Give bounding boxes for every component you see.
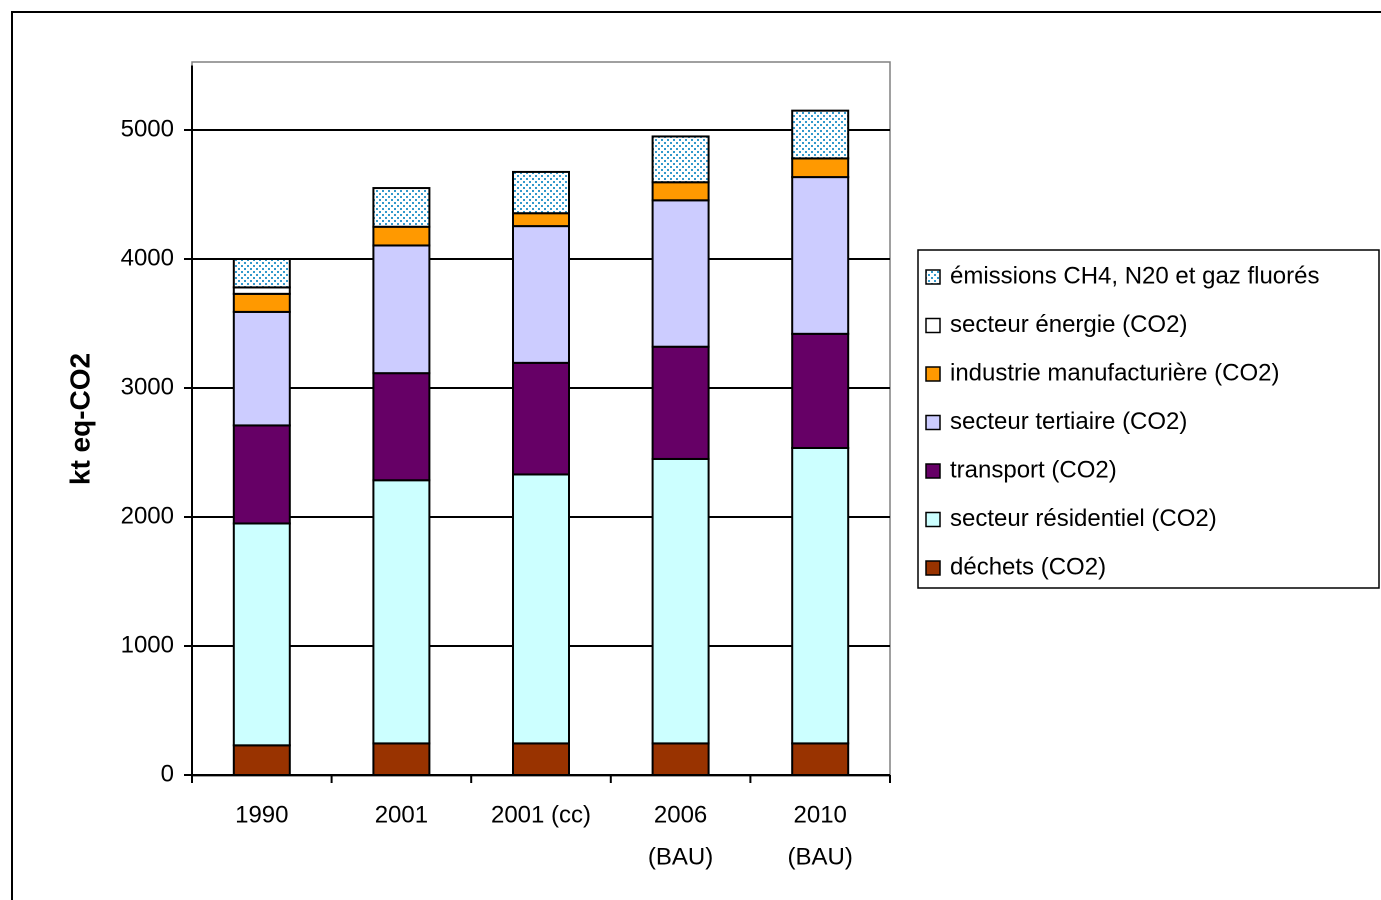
bar-segment-secteur-residentiel-co2: [791, 446, 850, 745]
legend-label: secteur tertiaire (CO2): [950, 408, 1187, 435]
bar-segment-industrie-manufacturiere-co2: [791, 157, 850, 179]
bar-segment-dechets-co2: [512, 742, 570, 777]
y-tick-label: 2000: [121, 502, 174, 529]
x-tick-label: (BAU): [788, 843, 853, 870]
bar-segment-emissions-ch4-n20-et-gaz-fluores: [512, 170, 570, 215]
bar-segment-secteur-residentiel-co2: [372, 479, 431, 745]
legend-swatch: [925, 269, 941, 285]
bars: [232, 109, 850, 777]
bar-segment-emissions-ch4-n20-et-gaz-fluores: [651, 135, 710, 184]
legend-item-secteur-energie-co2: secteur énergie (CO2): [925, 311, 1187, 338]
legend-box: [917, 249, 1380, 589]
y-tick-label: 5000: [121, 115, 174, 142]
bar-segment-transport-co2: [651, 345, 710, 460]
x-tick-label: 2006: [654, 801, 707, 828]
bar-segment-secteur-residentiel-co2: [651, 457, 710, 745]
bar-segment-industrie-manufacturiere-co2: [232, 292, 291, 313]
legend-swatch: [925, 560, 941, 576]
y-axis: 0 1000 2000 3000 4000 5000: [121, 65, 193, 787]
x-tick-label: 2001: [375, 801, 428, 828]
bar-segment-transport-co2: [372, 372, 431, 482]
legend-swatch: [925, 317, 941, 334]
y-tick-label: 3000: [121, 373, 174, 400]
bar-segment-secteur-tertiaire-co2: [791, 176, 850, 335]
bar-segment-secteur-tertiaire-co2: [512, 225, 570, 364]
legend-swatch: [925, 414, 941, 431]
bar-segment-secteur-residentiel-co2: [512, 473, 570, 745]
x-tick-label: (BAU): [648, 843, 713, 870]
legend-label: déchets (CO2): [950, 553, 1106, 580]
x-tick-label: 1990: [235, 801, 288, 828]
x-axis: 1990 2001 2001 (cc) 2006 (BAU) 2010 (BAU): [191, 774, 891, 870]
bar-segment-industrie-manufacturiere-co2: [651, 181, 710, 202]
y-tick-label: 1000: [121, 631, 174, 658]
bar-segment-dechets-co2: [372, 742, 431, 777]
y-tick-label: 4000: [121, 244, 174, 271]
x-tick-label: 2010: [794, 801, 847, 828]
legend-swatch: [925, 366, 941, 382]
legend-swatch: [925, 511, 941, 528]
bar-segment-dechets-co2: [651, 742, 710, 777]
legend-item-transport-co2: transport (CO2): [925, 456, 1117, 483]
legend-item-secteur-tertiaire-co2: secteur tertiaire (CO2): [925, 408, 1187, 435]
bar-segment-emissions-ch4-n20-et-gaz-fluores: [791, 109, 850, 160]
legend-label: transport (CO2): [950, 456, 1117, 483]
legend-item-industrie-manufacturiere-co2: industrie manufacturière (CO2): [925, 359, 1279, 386]
bar-segment-transport-co2: [791, 332, 850, 449]
legend-label: secteur énergie (CO2): [950, 311, 1187, 338]
legend-item-dechets-co2: déchets (CO2): [925, 553, 1106, 580]
bar-segment-dechets-co2: [791, 742, 850, 777]
legend-item-secteur-residentiel-co2: secteur résidentiel (CO2): [925, 505, 1217, 532]
y-tick-label: 0: [161, 760, 174, 787]
y-axis-title: kt eq-CO2: [64, 353, 95, 485]
bar-segment-emissions-ch4-n20-et-gaz-fluores: [372, 187, 431, 228]
bar-segment-dechets-co2: [232, 744, 291, 777]
legend-item-emissions-ch4-n20-et-gaz-fluores: émissions CH4, N20 et gaz fluorés: [925, 262, 1320, 289]
bar-segment-industrie-manufacturiere-co2: [512, 212, 570, 228]
legend-swatch: [925, 463, 941, 479]
legend-label: industrie manufacturière (CO2): [950, 359, 1279, 386]
bar-segment-industrie-manufacturiere-co2: [372, 225, 431, 247]
bar-segment-emissions-ch4-n20-et-gaz-fluores: [232, 258, 291, 289]
bar-segment-secteur-tertiaire-co2: [232, 310, 291, 427]
bar-segment-transport-co2: [232, 424, 291, 525]
bar-segment-secteur-tertiaire-co2: [372, 244, 431, 375]
legend-label: émissions CH4, N20 et gaz fluorés: [950, 262, 1320, 289]
bar-segment-transport-co2: [512, 361, 570, 476]
x-tick-label: 2001 (cc): [491, 801, 591, 828]
legend: émissions CH4, N20 et gaz fluorés secteur…: [917, 249, 1380, 589]
bar-segment-secteur-tertiaire-co2: [651, 199, 710, 348]
bar-segment-secteur-residentiel-co2: [232, 522, 291, 747]
legend-label: secteur résidentiel (CO2): [950, 505, 1217, 532]
